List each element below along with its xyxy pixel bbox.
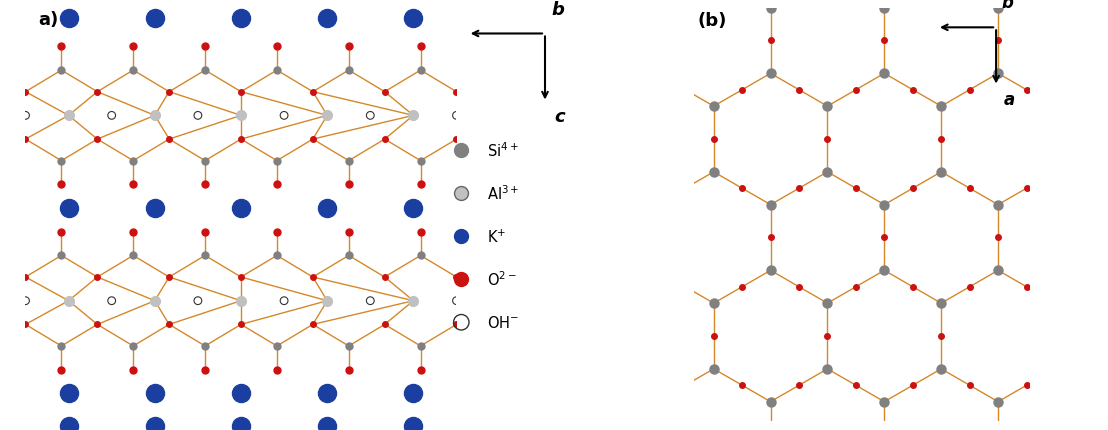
Text: $\bfit{a}$: $\bfit{a}$ (1003, 90, 1015, 108)
Text: Si$^{4+}$: Si$^{4+}$ (488, 141, 519, 160)
Text: a): a) (39, 11, 59, 29)
Text: K$^{+}$: K$^{+}$ (488, 228, 506, 245)
Text: $\bfit{b}$: $\bfit{b}$ (1002, 0, 1015, 12)
Text: Al$^{3+}$: Al$^{3+}$ (488, 184, 520, 203)
Text: $\bfit{b}$: $\bfit{b}$ (552, 1, 565, 19)
Text: $\bfit{c}$: $\bfit{c}$ (554, 108, 566, 126)
Text: (b): (b) (697, 12, 727, 30)
Text: O$^{2-}$: O$^{2-}$ (488, 270, 516, 289)
Text: OH$^{-}$: OH$^{-}$ (488, 314, 520, 331)
